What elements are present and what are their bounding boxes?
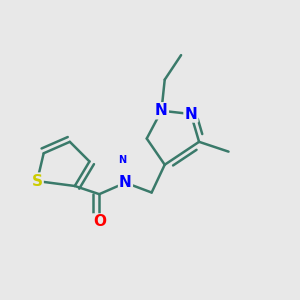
Text: N: N xyxy=(118,155,126,165)
Text: N: N xyxy=(184,106,197,122)
Text: N: N xyxy=(119,175,132,190)
Text: S: S xyxy=(32,174,43,189)
Text: N: N xyxy=(155,103,168,118)
Text: O: O xyxy=(93,214,106,230)
